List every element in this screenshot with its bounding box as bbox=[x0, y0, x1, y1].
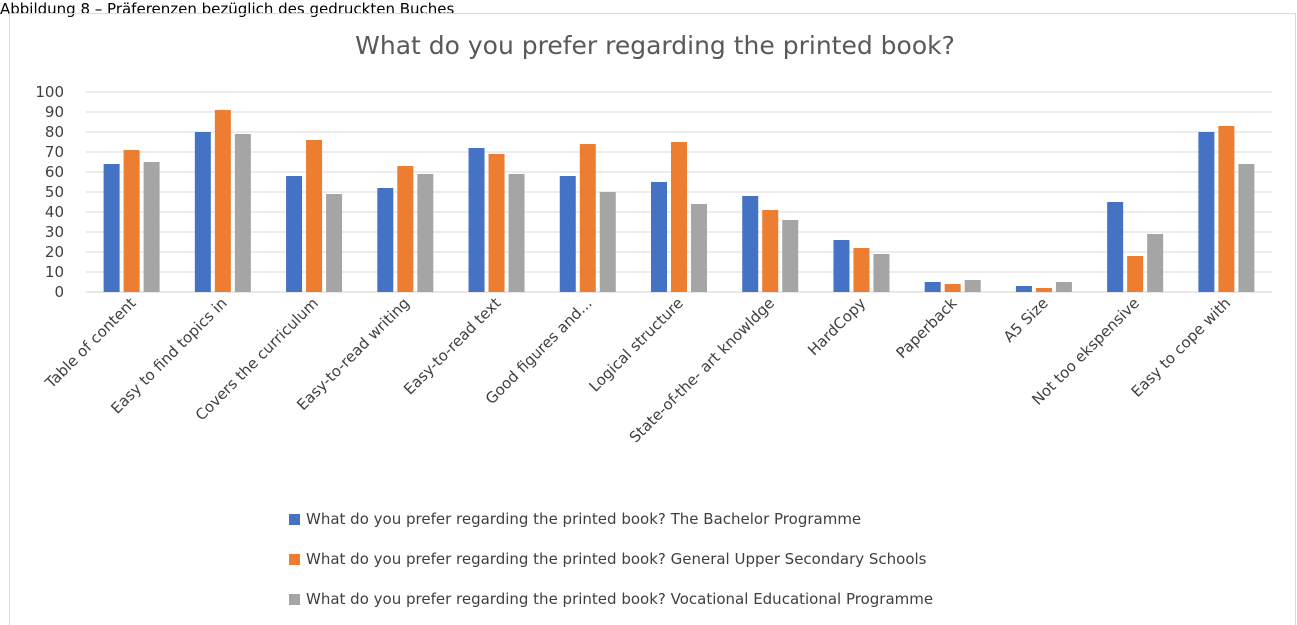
bar bbox=[1147, 234, 1164, 292]
bar bbox=[651, 182, 667, 292]
y-tick-label: 20 bbox=[45, 243, 64, 261]
y-tick-label: 10 bbox=[45, 263, 64, 281]
bar bbox=[853, 248, 870, 292]
bar bbox=[488, 154, 505, 292]
legend-swatch bbox=[289, 594, 300, 605]
bar bbox=[964, 280, 981, 292]
bar bbox=[103, 164, 120, 292]
bar bbox=[468, 148, 485, 292]
bar bbox=[559, 176, 576, 292]
bar bbox=[306, 140, 323, 292]
bar bbox=[1055, 282, 1072, 292]
category-label: Easy to cope with bbox=[1128, 294, 1235, 401]
bar bbox=[1107, 202, 1124, 292]
bar bbox=[326, 194, 343, 292]
bar bbox=[924, 282, 941, 292]
bar bbox=[1218, 126, 1235, 292]
legend-swatch bbox=[289, 514, 300, 525]
y-tick-label: 40 bbox=[45, 203, 64, 221]
legend-entry: What do you prefer regarding the printed… bbox=[306, 590, 933, 608]
category-label: State-of-the- art knowldge bbox=[626, 294, 778, 446]
bar bbox=[833, 240, 850, 292]
y-tick-label: 100 bbox=[35, 83, 64, 101]
bar bbox=[417, 174, 434, 292]
legend-entry: What do you prefer regarding the printed… bbox=[306, 510, 861, 528]
bar bbox=[214, 110, 231, 292]
bar bbox=[1015, 286, 1032, 292]
bar bbox=[194, 132, 211, 292]
bar bbox=[123, 150, 140, 292]
bar bbox=[691, 204, 707, 292]
legend-entry: What do you prefer regarding the printed… bbox=[306, 550, 927, 568]
bar bbox=[671, 142, 687, 292]
y-tick-label: 0 bbox=[54, 283, 64, 301]
y-tick-label: 90 bbox=[45, 103, 64, 121]
y-tick-label: 50 bbox=[45, 183, 64, 201]
category-label: Logical structure bbox=[585, 294, 686, 395]
bar bbox=[873, 254, 890, 292]
bar bbox=[397, 166, 414, 292]
bar bbox=[1127, 256, 1144, 292]
bar bbox=[742, 196, 759, 292]
legend: What do you prefer regarding the printed… bbox=[289, 510, 933, 608]
bar bbox=[782, 220, 799, 292]
y-axis-ticks: 0 10 20 30 40 50 60 70 80 90 100 bbox=[35, 83, 64, 301]
bar bbox=[1238, 164, 1255, 292]
y-tick-label: 30 bbox=[45, 223, 64, 241]
bar bbox=[143, 162, 160, 292]
chart-frame bbox=[9, 13, 1296, 625]
bar bbox=[1035, 288, 1052, 292]
y-tick-label: 60 bbox=[45, 163, 64, 181]
category-label: A5 Size bbox=[1000, 294, 1052, 346]
category-label: Easy-to-read text bbox=[400, 294, 504, 398]
y-tick-label: 80 bbox=[45, 123, 64, 141]
bar bbox=[286, 176, 303, 292]
bar bbox=[944, 284, 961, 292]
category-label: Paperback bbox=[893, 294, 961, 362]
bar bbox=[599, 192, 616, 292]
category-label: HardCopy bbox=[804, 294, 869, 359]
bar bbox=[508, 174, 525, 292]
bar bbox=[1198, 132, 1215, 292]
bar bbox=[579, 144, 596, 292]
category-label: Table of content bbox=[41, 294, 140, 393]
bars bbox=[103, 110, 1255, 292]
chart-title: What do you prefer regarding the printed… bbox=[355, 31, 955, 60]
bar bbox=[377, 188, 394, 292]
legend-swatch bbox=[289, 554, 300, 565]
bar bbox=[762, 210, 779, 292]
y-tick-label: 70 bbox=[45, 143, 64, 161]
bar bbox=[234, 134, 251, 292]
